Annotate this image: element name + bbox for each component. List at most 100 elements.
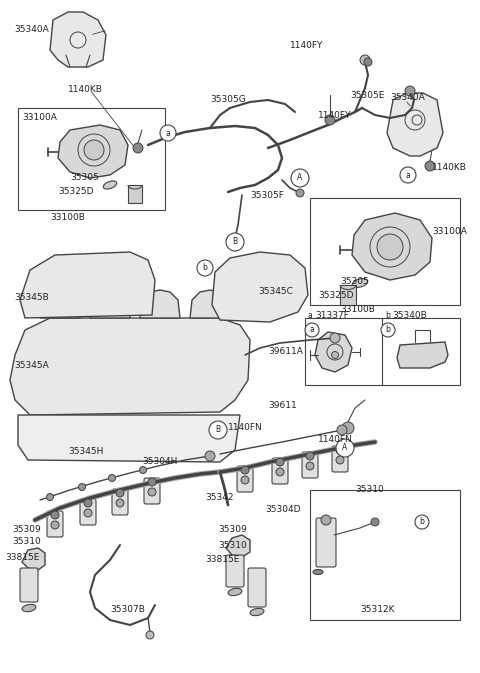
Circle shape bbox=[47, 493, 53, 501]
Text: a: a bbox=[406, 170, 410, 180]
Bar bbox=[18, 108, 165, 210]
Text: 33100A: 33100A bbox=[432, 227, 467, 236]
Text: 35345C: 35345C bbox=[258, 287, 293, 297]
Circle shape bbox=[425, 161, 435, 171]
Circle shape bbox=[381, 323, 395, 337]
Text: b: b bbox=[420, 518, 424, 526]
Text: 31337F: 31337F bbox=[315, 310, 349, 320]
Bar bbox=[310, 490, 460, 620]
Text: 33100A: 33100A bbox=[22, 114, 57, 122]
FancyBboxPatch shape bbox=[316, 518, 336, 567]
Ellipse shape bbox=[103, 181, 117, 189]
FancyBboxPatch shape bbox=[248, 568, 266, 607]
Text: 33815E: 33815E bbox=[5, 553, 39, 563]
Text: a: a bbox=[166, 129, 170, 137]
Circle shape bbox=[84, 499, 92, 507]
Polygon shape bbox=[140, 290, 180, 318]
Polygon shape bbox=[315, 332, 352, 372]
Circle shape bbox=[51, 511, 59, 519]
Circle shape bbox=[108, 474, 116, 481]
Circle shape bbox=[305, 323, 319, 337]
Circle shape bbox=[364, 58, 372, 66]
Circle shape bbox=[415, 515, 429, 529]
Bar bbox=[128, 185, 142, 203]
Text: 35345B: 35345B bbox=[14, 293, 49, 302]
Circle shape bbox=[148, 478, 156, 486]
Circle shape bbox=[205, 451, 215, 461]
Text: 35340B: 35340B bbox=[392, 310, 427, 320]
FancyBboxPatch shape bbox=[144, 478, 160, 504]
Text: 35325D: 35325D bbox=[318, 291, 353, 299]
Circle shape bbox=[226, 233, 244, 251]
Polygon shape bbox=[10, 318, 250, 415]
Circle shape bbox=[209, 421, 227, 439]
Text: A: A bbox=[298, 174, 302, 182]
Polygon shape bbox=[226, 535, 250, 557]
Text: 39611A: 39611A bbox=[268, 347, 303, 357]
Polygon shape bbox=[397, 342, 448, 368]
Polygon shape bbox=[40, 290, 80, 318]
Text: 35307B: 35307B bbox=[110, 606, 145, 614]
Text: 1140FN: 1140FN bbox=[228, 423, 263, 433]
Circle shape bbox=[306, 452, 314, 460]
Text: 1140FY: 1140FY bbox=[290, 40, 324, 50]
Text: 35312K: 35312K bbox=[360, 606, 395, 614]
Polygon shape bbox=[22, 548, 45, 570]
Ellipse shape bbox=[22, 604, 36, 612]
Circle shape bbox=[84, 509, 92, 517]
Circle shape bbox=[146, 631, 154, 639]
Circle shape bbox=[276, 468, 284, 476]
Text: b: b bbox=[385, 310, 390, 320]
Circle shape bbox=[336, 446, 344, 454]
Text: 35305: 35305 bbox=[70, 174, 99, 182]
Polygon shape bbox=[387, 93, 443, 156]
Polygon shape bbox=[190, 290, 230, 318]
Text: 33100B: 33100B bbox=[50, 213, 85, 223]
Text: 35310: 35310 bbox=[12, 538, 41, 546]
Text: a: a bbox=[310, 326, 314, 334]
Text: 35304D: 35304D bbox=[265, 505, 300, 514]
Text: a: a bbox=[308, 310, 313, 320]
Text: 35304H: 35304H bbox=[142, 458, 178, 466]
Ellipse shape bbox=[313, 569, 323, 575]
Circle shape bbox=[371, 518, 379, 526]
Circle shape bbox=[400, 167, 416, 183]
Circle shape bbox=[325, 115, 335, 125]
Text: 1140KB: 1140KB bbox=[432, 164, 467, 172]
Circle shape bbox=[306, 462, 314, 470]
Polygon shape bbox=[58, 125, 128, 178]
Circle shape bbox=[336, 456, 344, 464]
Text: B: B bbox=[232, 238, 238, 246]
Text: 35340A: 35340A bbox=[14, 26, 49, 34]
Circle shape bbox=[405, 86, 415, 96]
Text: B: B bbox=[216, 425, 221, 435]
Text: 1140FY: 1140FY bbox=[318, 110, 351, 120]
Circle shape bbox=[133, 143, 143, 153]
Circle shape bbox=[321, 515, 331, 525]
FancyBboxPatch shape bbox=[272, 458, 288, 484]
Text: 35309: 35309 bbox=[218, 526, 247, 534]
Ellipse shape bbox=[352, 279, 368, 287]
Text: 35305: 35305 bbox=[340, 277, 369, 287]
Text: b: b bbox=[385, 326, 390, 334]
Text: 35305G: 35305G bbox=[210, 96, 246, 104]
Text: 35340A: 35340A bbox=[390, 94, 425, 102]
Circle shape bbox=[332, 351, 338, 359]
Text: 35310: 35310 bbox=[355, 485, 384, 495]
Circle shape bbox=[276, 458, 284, 466]
Polygon shape bbox=[50, 12, 106, 67]
Circle shape bbox=[296, 189, 304, 197]
Text: 35342: 35342 bbox=[205, 493, 233, 503]
Text: 35309: 35309 bbox=[12, 526, 41, 534]
Circle shape bbox=[79, 483, 85, 491]
Polygon shape bbox=[90, 290, 130, 318]
Circle shape bbox=[337, 425, 347, 435]
Circle shape bbox=[116, 499, 124, 507]
Text: 35345H: 35345H bbox=[68, 448, 103, 456]
Circle shape bbox=[360, 55, 370, 65]
Circle shape bbox=[230, 235, 240, 245]
Circle shape bbox=[140, 466, 146, 474]
Polygon shape bbox=[352, 213, 432, 280]
FancyBboxPatch shape bbox=[237, 466, 253, 492]
Text: 35310: 35310 bbox=[218, 540, 247, 549]
